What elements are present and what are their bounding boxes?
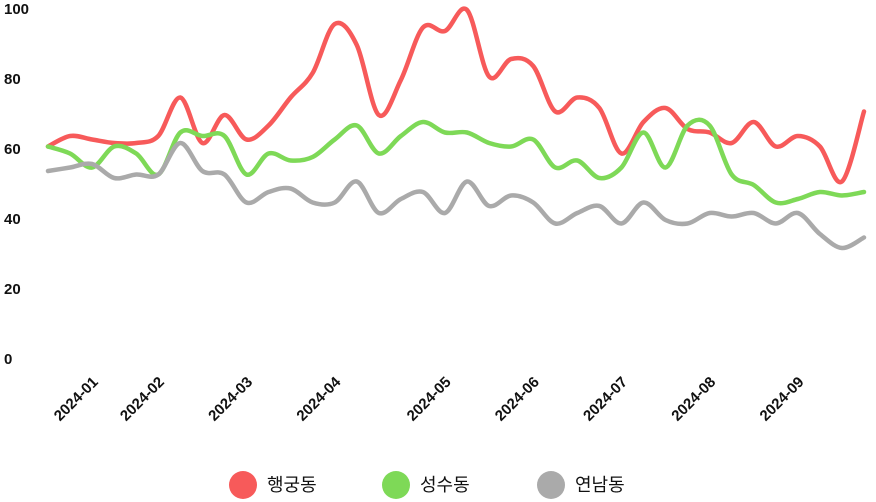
legend-swatch xyxy=(537,471,565,499)
y-tick-label: 80 xyxy=(4,71,21,88)
x-tick-label: 2024-05 xyxy=(404,374,455,425)
x-tick-label: 2024-09 xyxy=(757,374,808,425)
y-tick-label: 100 xyxy=(4,1,29,18)
legend-swatch xyxy=(229,471,257,499)
y-tick-label: 0 xyxy=(4,351,12,368)
x-tick-label: 2024-08 xyxy=(668,374,719,425)
legend-label: 행궁동 xyxy=(267,475,317,496)
x-tick-label: 2024-01 xyxy=(51,374,102,425)
y-tick-label: 20 xyxy=(4,281,21,298)
line xyxy=(45,117,867,206)
x-tick-label: 2024-03 xyxy=(205,374,256,425)
x-tick-label: 2024-02 xyxy=(117,374,168,425)
line xyxy=(45,6,867,185)
x-tick-label: 2024-07 xyxy=(580,374,631,425)
legend-label: 성수동 xyxy=(420,475,470,496)
legend-label: 연남동 xyxy=(575,475,625,496)
x-tick-label: 2024-04 xyxy=(293,373,344,424)
y-tick-label: 40 xyxy=(4,211,21,228)
y-tick-label: 60 xyxy=(4,141,21,158)
line xyxy=(45,140,867,251)
legend-swatch xyxy=(382,471,410,499)
x-tick-label: 2024-06 xyxy=(492,374,543,425)
